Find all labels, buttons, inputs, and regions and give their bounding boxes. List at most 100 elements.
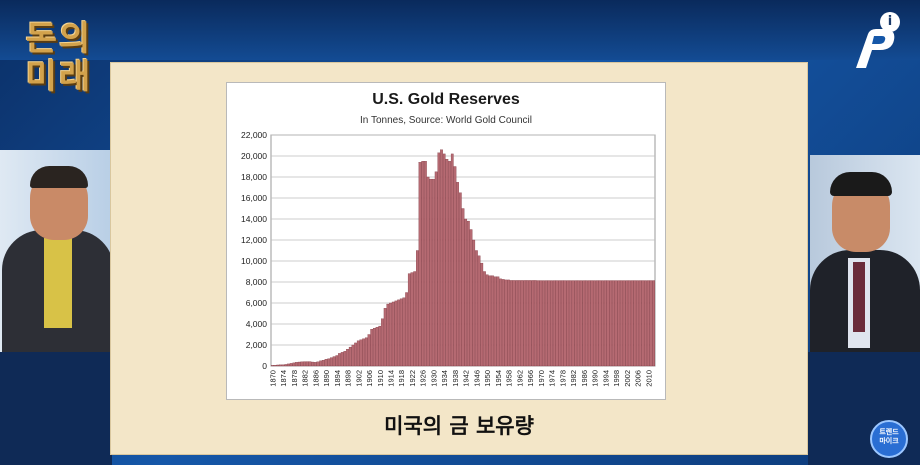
bar <box>324 359 328 367</box>
x-tick-label: 1902 <box>354 370 363 387</box>
x-tick-label: 1954 <box>494 370 503 387</box>
x-tick-label: 1878 <box>290 370 299 387</box>
bar <box>606 280 610 367</box>
y-tick-label: 10,000 <box>241 256 267 266</box>
bar <box>450 153 454 367</box>
bar <box>448 161 451 367</box>
bar <box>445 159 449 367</box>
bar <box>338 353 341 367</box>
bar <box>456 182 459 367</box>
bar <box>340 352 344 367</box>
bar <box>335 355 339 367</box>
bar <box>577 280 580 367</box>
bar <box>488 275 492 367</box>
bar <box>429 178 433 367</box>
bar <box>622 280 626 367</box>
channel-p-logo-icon <box>856 29 895 68</box>
x-tick-label: 1998 <box>612 370 621 387</box>
bar <box>287 363 290 367</box>
bar <box>394 300 398 367</box>
bar <box>617 280 621 367</box>
bar <box>399 298 403 367</box>
bar <box>590 280 594 367</box>
bar <box>472 239 476 367</box>
bar <box>424 161 427 367</box>
bar <box>518 280 521 367</box>
x-tick-label: 1958 <box>505 370 514 387</box>
bar <box>491 275 494 367</box>
bar <box>646 280 650 367</box>
bar <box>281 364 285 367</box>
bar <box>612 280 615 367</box>
x-tick-label: 1874 <box>279 370 288 387</box>
bar <box>300 361 304 367</box>
bar <box>477 255 481 367</box>
bar <box>453 166 457 367</box>
info-icon[interactable]: i <box>880 12 900 32</box>
bar <box>276 364 280 367</box>
bar <box>515 280 519 367</box>
bar <box>579 280 583 367</box>
bar <box>649 280 653 367</box>
desk-left <box>0 352 112 465</box>
y-tick-label: 2,000 <box>246 340 268 350</box>
bar <box>359 339 363 367</box>
bar <box>512 280 516 367</box>
bar <box>593 280 596 367</box>
y-tick-label: 0 <box>262 361 267 371</box>
bar <box>421 161 425 367</box>
x-tick-label: 1950 <box>483 370 492 387</box>
bar <box>558 280 562 367</box>
y-tick-label: 6,000 <box>246 298 268 308</box>
host-left-shirt <box>44 238 72 328</box>
bar <box>271 365 274 367</box>
bar <box>273 365 277 367</box>
bar <box>501 279 505 367</box>
bar <box>405 292 408 367</box>
bar <box>595 280 599 367</box>
bar <box>531 280 535 367</box>
bar <box>469 229 473 367</box>
x-tick-label: 1886 <box>311 370 320 387</box>
bar <box>475 250 478 367</box>
bar <box>458 192 462 367</box>
bar <box>426 176 430 367</box>
bar <box>461 208 465 367</box>
x-tick-label: 2002 <box>623 370 632 387</box>
bar <box>381 318 384 367</box>
bar <box>574 280 578 367</box>
bar <box>555 280 559 367</box>
bar <box>386 303 390 367</box>
bar <box>493 276 497 367</box>
bar <box>467 220 470 367</box>
bar <box>636 280 639 367</box>
chart-plot: 0 2,000 4,000 6,000 8,000 10,000 12,000 14,000 1… <box>241 130 656 387</box>
guest-right-hair <box>830 172 892 196</box>
x-tick-label: 1890 <box>322 370 331 387</box>
bar <box>442 153 446 367</box>
bar <box>504 279 508 367</box>
x-tick-label: 1938 <box>451 370 460 387</box>
bar <box>373 328 376 367</box>
bar <box>437 152 441 367</box>
bar <box>316 361 320 367</box>
bar <box>614 280 618 367</box>
x-tick-label: 1994 <box>601 370 610 387</box>
bar <box>550 280 553 367</box>
bar <box>552 280 556 367</box>
x-tick-label: 1930 <box>429 370 438 387</box>
bar <box>407 273 411 367</box>
x-tick-label: 1986 <box>580 370 589 387</box>
bar <box>603 280 607 367</box>
bar <box>432 178 435 367</box>
bar <box>440 149 443 367</box>
bar <box>397 299 400 367</box>
x-tick-label: 1914 <box>386 370 395 387</box>
bar <box>587 280 591 367</box>
x-tick-label: 1910 <box>376 370 385 387</box>
bar <box>644 280 647 367</box>
bar <box>311 361 314 367</box>
bar <box>496 276 500 367</box>
bar <box>539 280 543 367</box>
x-tick-label: 2006 <box>634 370 643 387</box>
